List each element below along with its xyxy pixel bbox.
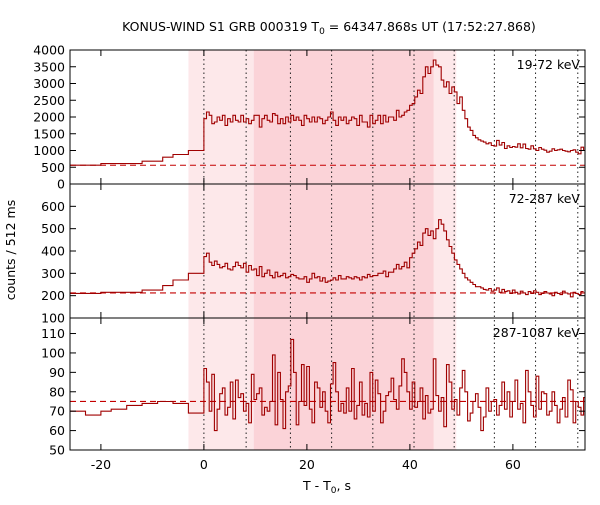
x-axis-label-subscript: 0	[331, 486, 337, 496]
x-tick-label: 60	[505, 457, 521, 472]
panel-energy-label: 72-287 keV	[509, 191, 581, 206]
y-tick-label: 100	[41, 311, 65, 326]
y-tick-label: 3500	[33, 59, 65, 74]
light-curve-series	[70, 59, 585, 166]
y-tick-label: 1000	[33, 143, 65, 158]
x-tick-label: 0	[200, 457, 208, 472]
y-tick-label: 600	[41, 199, 65, 214]
x-tick-label: 40	[402, 457, 418, 472]
light-curve-series	[70, 338, 585, 432]
y-tick-label: 50	[49, 443, 65, 458]
x-axis-label-suffix: , s	[337, 478, 351, 493]
panel-frame	[69, 317, 586, 451]
y-tick-label: 500	[41, 221, 65, 236]
y-tick-label: 2000	[33, 110, 65, 125]
y-tick-label: 110	[41, 326, 65, 341]
x-axis-label-prefix: T - T	[302, 478, 331, 493]
y-tick-label: 400	[41, 244, 65, 259]
y-tick-label: 2500	[33, 93, 65, 108]
chart-title-subscript: 0	[319, 27, 325, 37]
chart-title-prefix: KONUS-WIND S1 GRB 000319 T	[122, 19, 319, 34]
y-tick-label: 70	[49, 404, 65, 419]
y-tick-label: 100	[41, 345, 65, 360]
light-curve-series	[70, 219, 584, 298]
y-tick-label: 300	[41, 266, 65, 281]
y-tick-label: 200	[41, 288, 65, 303]
chart-title-suffix: = 64347.868s UT (17:52:27.868)	[325, 19, 536, 34]
x-tick-label: 20	[299, 457, 315, 472]
y-tick-label: 90	[49, 365, 65, 380]
y-tick-label: 60	[49, 423, 65, 438]
chart-title: KONUS-WIND S1 GRB 000319 T0 = 64347.868s…	[122, 19, 536, 37]
x-axis-label: T - T0, s	[302, 478, 351, 496]
panel-2: 100 200 300 400 500 600 72-287 keV	[41, 183, 586, 326]
panel-3: 50 60 70 80 90 100 110 287-1087 keV	[41, 317, 586, 458]
y-tick-label: 4000	[33, 43, 65, 58]
y-axis-label: counts / 512 ms	[3, 200, 18, 300]
panel-energy-label: 287-1087 keV	[493, 325, 581, 340]
y-tick-label: 0	[57, 177, 65, 192]
panel-energy-label: 19-72 keV	[517, 57, 581, 72]
y-tick-label: 80	[49, 384, 65, 399]
y-tick-label: 500	[41, 160, 65, 175]
y-tick-label: 3000	[33, 76, 65, 91]
y-tick-label: 1500	[33, 126, 65, 141]
x-tick-label: -20	[91, 457, 111, 472]
